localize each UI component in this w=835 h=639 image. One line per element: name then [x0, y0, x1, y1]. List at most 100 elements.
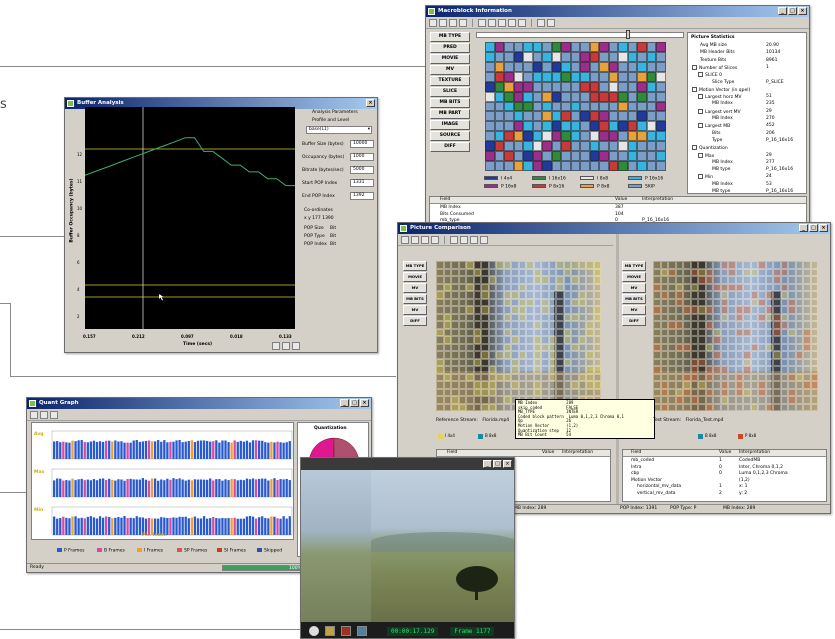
- macroblock-cell[interactable]: [646, 61, 657, 72]
- macroblock-cell[interactable]: [513, 121, 524, 132]
- macroblock-cell[interactable]: [618, 141, 628, 152]
- macroblock-cell[interactable]: [570, 101, 581, 112]
- test-frame-view[interactable]: [653, 261, 818, 411]
- mode-button[interactable]: SLICE: [430, 87, 470, 97]
- macroblock-cell[interactable]: [513, 61, 524, 72]
- quant-bar-area[interactable]: Avg Max Min: [31, 422, 294, 540]
- macroblock-cell[interactable]: [504, 61, 514, 72]
- macroblock-cell[interactable]: [494, 101, 505, 112]
- macroblock-cell[interactable]: [618, 151, 628, 162]
- stats-icon[interactable]: [518, 18, 526, 27]
- macroblock-cell[interactable]: [599, 61, 609, 72]
- macroblock-cell[interactable]: [608, 71, 619, 82]
- macroblock-cell[interactable]: [618, 101, 628, 112]
- macroblock-cell[interactable]: [570, 121, 581, 132]
- macroblock-cell[interactable]: [580, 131, 590, 142]
- first-frame-icon[interactable]: [401, 235, 409, 244]
- macroblock-cell[interactable]: [494, 42, 505, 52]
- macroblock-cell[interactable]: [513, 51, 524, 62]
- prev-icon[interactable]: [272, 342, 280, 350]
- macroblock-cell[interactable]: [570, 91, 581, 102]
- param-input[interactable]: 5000: [350, 166, 374, 174]
- macroblock-cell[interactable]: [523, 91, 533, 102]
- macroblock-cell[interactable]: [580, 81, 590, 92]
- macroblock-cell[interactable]: [485, 161, 495, 171]
- macroblock-cell[interactable]: [485, 71, 495, 82]
- macroblock-cell[interactable]: [485, 101, 495, 112]
- macroblock-cell[interactable]: [523, 121, 533, 132]
- macroblock-cell[interactable]: [561, 71, 571, 82]
- table-row[interactable]: vertical_mv_data 2 y: 2: [623, 491, 826, 497]
- macroblock-cell[interactable]: [656, 111, 666, 122]
- export-icon[interactable]: [537, 18, 545, 27]
- macroblock-cell[interactable]: [580, 91, 590, 102]
- macroblock-cell[interactable]: [485, 81, 495, 92]
- macroblock-cell[interactable]: [532, 51, 543, 62]
- macroblock-cell[interactable]: [542, 61, 552, 72]
- macroblock-cell[interactable]: [580, 141, 590, 152]
- macroblock-cell[interactable]: [570, 71, 581, 82]
- macroblock-map[interactable]: [485, 42, 666, 171]
- macroblock-cell[interactable]: [494, 81, 505, 92]
- prev-frame-icon[interactable]: [439, 18, 447, 27]
- macroblock-cell[interactable]: [618, 121, 628, 132]
- snapshot-icon[interactable]: [357, 626, 367, 636]
- macroblock-cell[interactable]: [504, 121, 514, 132]
- macroblock-cell[interactable]: [589, 121, 600, 132]
- macroblock-cell[interactable]: [561, 111, 571, 122]
- macroblock-cell[interactable]: [656, 101, 666, 112]
- macroblock-cell[interactable]: [561, 121, 571, 132]
- maximize-button[interactable]: □: [350, 399, 359, 407]
- macroblock-cell[interactable]: [561, 131, 571, 142]
- grid-icon[interactable]: [498, 18, 506, 27]
- macroblock-cell[interactable]: [618, 42, 628, 52]
- macroblock-cell[interactable]: [494, 91, 505, 102]
- macroblock-cell[interactable]: [627, 161, 638, 171]
- play-icon[interactable]: [282, 342, 290, 350]
- macroblock-cell[interactable]: [599, 131, 609, 142]
- maximize-button[interactable]: □: [809, 224, 818, 232]
- macroblock-cell[interactable]: [637, 161, 647, 171]
- mb-slider-track[interactable]: [476, 32, 684, 38]
- compare-mode-button[interactable]: MV: [622, 305, 646, 315]
- macroblock-cell[interactable]: [599, 91, 609, 102]
- compare-mode-button[interactable]: MV: [403, 283, 427, 293]
- macroblock-cell[interactable]: [561, 42, 571, 52]
- macroblock-cell[interactable]: [656, 81, 666, 92]
- mode-button[interactable]: MB BITS: [430, 98, 470, 108]
- table-row[interactable]: Bits Consumed 104: [430, 212, 806, 218]
- macroblock-cell[interactable]: [570, 81, 581, 92]
- macroblock-cell[interactable]: [561, 81, 571, 92]
- minimize-button[interactable]: _: [483, 460, 492, 468]
- expand-checkbox[interactable]: [692, 64, 697, 70]
- param-input[interactable]: 10000: [350, 140, 374, 148]
- expand-checkbox[interactable]: [698, 94, 703, 100]
- macroblock-cell[interactable]: [656, 131, 666, 142]
- close-button[interactable]: ×: [819, 224, 828, 232]
- expand-checkbox[interactable]: [698, 108, 703, 114]
- mb-slider-thumb[interactable]: [626, 30, 630, 39]
- macroblock-cell[interactable]: [523, 81, 533, 92]
- macroblock-cell[interactable]: [618, 131, 628, 142]
- macroblock-cell[interactable]: [637, 131, 647, 142]
- macroblock-cell[interactable]: [570, 161, 581, 171]
- macroblock-cell[interactable]: [608, 81, 619, 92]
- macroblock-cell[interactable]: [551, 161, 562, 171]
- macroblock-cell[interactable]: [580, 161, 590, 171]
- macroblock-cell[interactable]: [523, 111, 533, 122]
- macroblock-cell[interactable]: [494, 71, 505, 82]
- table-row[interactable]: horizontal_mv_data 1 x: 1: [623, 484, 826, 490]
- macroblock-cell[interactable]: [532, 131, 543, 142]
- macroblock-cell[interactable]: [542, 121, 552, 132]
- macroblock-cell[interactable]: [551, 101, 562, 112]
- zoom-in-icon[interactable]: [450, 235, 458, 244]
- play-icon[interactable]: [421, 235, 429, 244]
- macroblock-cell[interactable]: [627, 151, 638, 162]
- macroblock-cell[interactable]: [561, 51, 571, 62]
- param-input[interactable]: 1000: [350, 153, 374, 161]
- compare-mode-button[interactable]: MB TYPE: [403, 261, 427, 271]
- play-icon[interactable]: [309, 626, 319, 636]
- macroblock-cell[interactable]: [656, 121, 666, 132]
- macroblock-cell[interactable]: [561, 91, 571, 102]
- macroblock-cell[interactable]: [542, 131, 552, 142]
